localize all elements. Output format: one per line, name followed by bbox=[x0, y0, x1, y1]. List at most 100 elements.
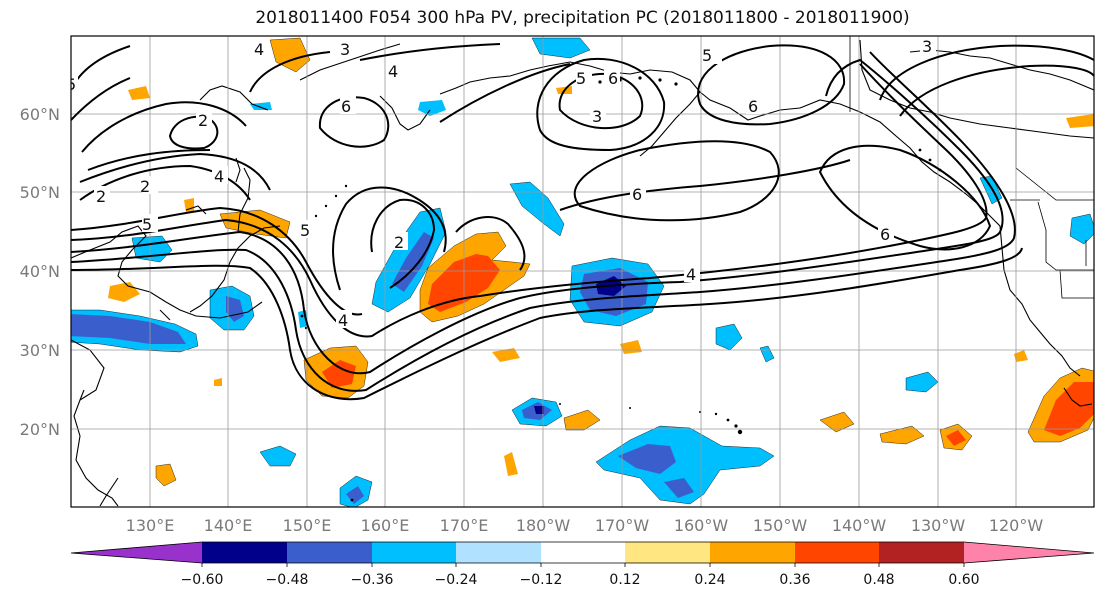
map-title: 2018011400 F054 300 hPa PV, precipitatio… bbox=[255, 8, 910, 28]
contour-label: 5 bbox=[66, 75, 76, 94]
lon-label: 120°W bbox=[989, 516, 1044, 535]
latitude-labels: 60°N 50°N 40°N 30°N 20°N bbox=[20, 105, 60, 439]
contour-label: 2 bbox=[394, 233, 404, 252]
pos-anomaly-area bbox=[269, 37, 311, 73]
neg-anomaly-area bbox=[509, 181, 565, 237]
longitude-labels: 130°E 140°E 150°E 160°E 170°E 180°W 170°… bbox=[126, 516, 1044, 535]
colorbar-tick-label: 0.36 bbox=[779, 572, 810, 588]
contour-label: 5 bbox=[576, 69, 586, 88]
colorbar: −0.60 −0.48 −0.36 −0.24 −0.12 0.12 0.24 … bbox=[70, 541, 1095, 588]
contour-label: 3 bbox=[922, 37, 932, 56]
contour-label: 4 bbox=[214, 167, 224, 186]
neg-anomaly-core bbox=[618, 444, 676, 474]
lat-label: 20°N bbox=[20, 420, 60, 439]
colorbar-swatch bbox=[456, 542, 541, 563]
pos-anomaly-area bbox=[879, 425, 925, 445]
colorbar-swatch bbox=[71, 542, 202, 563]
contour-label: 2 bbox=[140, 177, 150, 196]
colorbar-tick-label: 0.12 bbox=[609, 572, 640, 588]
map-frame bbox=[70, 35, 1095, 508]
contour-label: 3 bbox=[340, 40, 350, 59]
lat-label: 30°N bbox=[20, 341, 60, 360]
contour-label: 6 bbox=[748, 97, 758, 116]
lon-label: 150°W bbox=[753, 516, 808, 535]
contour-label: 6 bbox=[880, 225, 890, 244]
pos-anomaly-area bbox=[128, 86, 150, 100]
colorbar-swatch bbox=[287, 542, 372, 563]
neg-anomaly-area bbox=[250, 102, 272, 110]
colorbar-tick-label: −0.60 bbox=[181, 572, 224, 588]
lat-label: 60°N bbox=[20, 105, 60, 124]
colorbar-swatch bbox=[625, 542, 710, 563]
lon-label: 170°E bbox=[440, 516, 489, 535]
coastlines bbox=[71, 39, 1094, 507]
colorbar-swatch bbox=[879, 542, 964, 563]
contour-label: 4 bbox=[254, 40, 264, 59]
colorbar-swatch bbox=[795, 542, 879, 563]
neg-anomaly-area bbox=[259, 445, 297, 467]
neg-anomaly-core bbox=[664, 478, 694, 498]
colorbar-tick-label: −0.36 bbox=[351, 572, 394, 588]
contour-label: 4 bbox=[388, 62, 398, 81]
contour-label: 2 bbox=[198, 111, 208, 130]
pos-anomaly-area bbox=[819, 411, 855, 433]
colorbar-swatch bbox=[964, 542, 1094, 563]
neg-anomaly-core bbox=[346, 486, 364, 504]
colorbar-tick-label: −0.48 bbox=[266, 572, 309, 588]
pos-anomaly-area bbox=[563, 409, 601, 431]
pos-anomaly-area bbox=[1066, 114, 1094, 128]
colorbar-tick-label: 0.48 bbox=[863, 572, 894, 588]
island-chains bbox=[300, 76, 942, 502]
neg-anomaly-area bbox=[418, 100, 446, 116]
neg-anomaly-peak bbox=[534, 406, 544, 414]
contour-label: 5 bbox=[142, 215, 152, 234]
contour-labels: 4 3 4 5 6 5 3 6 2 2 4 2 5 5 bbox=[66, 37, 936, 330]
colorbar-swatch bbox=[372, 542, 456, 563]
neg-anomaly-area bbox=[595, 425, 775, 505]
pos-anomaly-area bbox=[214, 378, 222, 386]
neg-anomaly-core bbox=[71, 314, 186, 344]
pos-anomaly-area bbox=[1014, 350, 1028, 362]
contour-label: 6 bbox=[341, 97, 351, 116]
lon-label: 160°E bbox=[361, 516, 410, 535]
lat-label: 40°N bbox=[20, 262, 60, 281]
neg-anomaly-area bbox=[1069, 213, 1094, 245]
neg-anomaly-core bbox=[392, 232, 434, 292]
neg-anomaly-area bbox=[905, 371, 939, 393]
lon-label: 170°W bbox=[595, 516, 650, 535]
neg-anomaly-area bbox=[715, 323, 743, 351]
colorbar-swatch bbox=[710, 542, 795, 563]
colorbar-tick-label: 0.24 bbox=[694, 572, 725, 588]
pos-anomaly-core bbox=[322, 360, 356, 388]
colorbar-swatch bbox=[202, 542, 287, 563]
pos-anomaly-core bbox=[946, 430, 966, 446]
contour-label: 4 bbox=[338, 311, 348, 330]
lon-label: 130°E bbox=[126, 516, 175, 535]
pos-anomaly-area bbox=[155, 463, 177, 487]
contour-label: 6 bbox=[608, 69, 618, 88]
pos-anomaly-core bbox=[1044, 382, 1094, 436]
map-area: 4 3 4 5 6 5 3 6 2 2 4 2 5 5 bbox=[66, 36, 1094, 507]
contour-label: 6 bbox=[632, 185, 642, 204]
lon-label: 160°W bbox=[674, 516, 729, 535]
colorbar-swatch bbox=[541, 542, 625, 563]
pos-anomaly-area bbox=[219, 209, 291, 239]
colorbar-tick-label: −0.12 bbox=[520, 572, 563, 588]
lon-label: 150°E bbox=[283, 516, 332, 535]
precip-anomaly-shading bbox=[71, 37, 1094, 507]
lon-label: 140°W bbox=[832, 516, 887, 535]
pos-anomaly-area bbox=[492, 348, 520, 362]
colorbar-tick-label: −0.24 bbox=[435, 572, 478, 588]
lon-label: 180°W bbox=[516, 516, 571, 535]
pos-anomaly-area bbox=[504, 452, 518, 476]
lon-label: 130°W bbox=[911, 516, 966, 535]
contour-label: 5 bbox=[702, 46, 712, 65]
contour-label: 3 bbox=[592, 107, 602, 126]
neg-anomaly-area bbox=[531, 37, 591, 59]
contour-label: 2 bbox=[96, 187, 106, 206]
lat-label: 50°N bbox=[20, 183, 60, 202]
contour-label: 4 bbox=[686, 265, 696, 284]
contour-label: 5 bbox=[300, 221, 310, 240]
pos-anomaly-area bbox=[620, 340, 642, 354]
